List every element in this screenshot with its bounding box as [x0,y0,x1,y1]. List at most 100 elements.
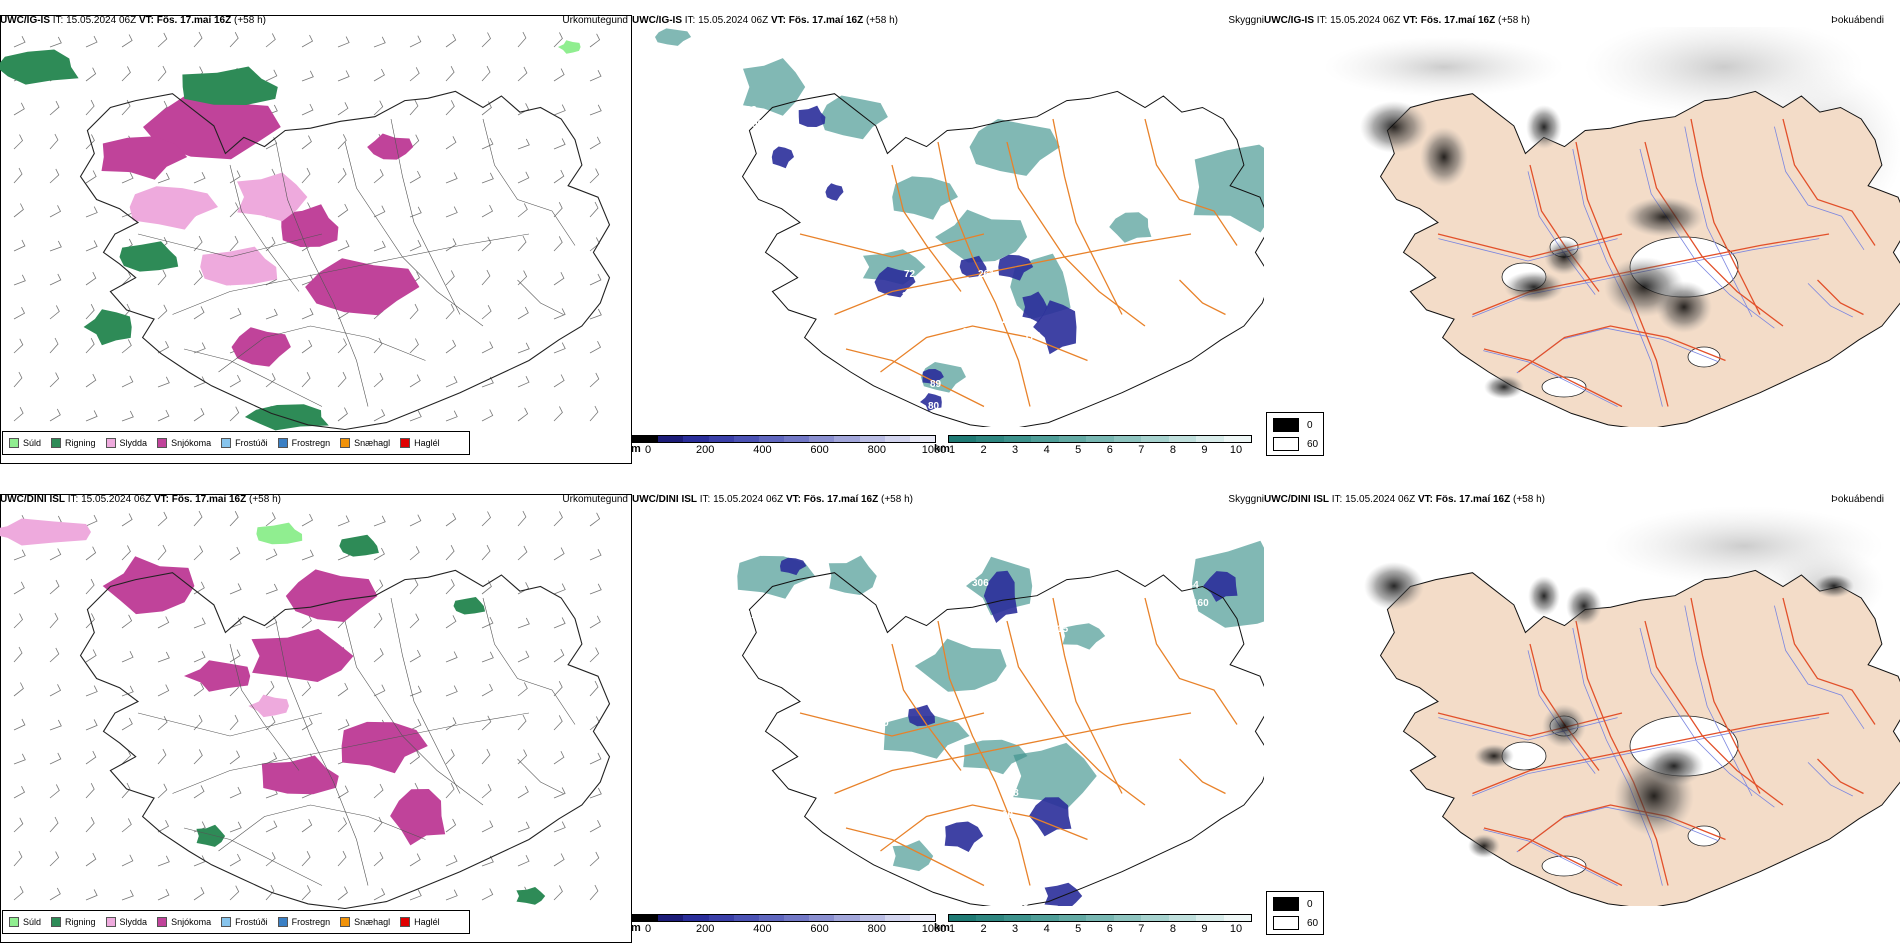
legend-label: Snjókoma [171,917,212,927]
legend-item: Haglél [400,438,440,448]
wind-barb [589,33,601,48]
colorbar-tick: 9 [1201,444,1208,456]
wind-barb [553,308,566,320]
rivers [137,118,576,407]
river [344,141,484,327]
legend-item: Haglél [400,917,440,927]
wind-barb [301,717,313,731]
wind-barb [13,274,26,286]
wind-barb [589,884,599,901]
legend-label: Súld [23,438,42,448]
fog-areas [1364,562,1854,858]
wind-barb [193,306,205,320]
colorbar-tick: 1000 [921,923,947,935]
road [1817,279,1864,316]
colorbar-tick: 1 [948,923,956,935]
visibility-area [1109,212,1152,243]
colorbar-tick: 3 [1012,444,1019,456]
cloudbase-area [780,557,807,576]
cloudbase-areas [780,557,1238,906]
river [1471,717,1820,797]
colorbar-cell [1003,915,1032,921]
wind-barb [589,512,601,527]
river [1639,148,1775,329]
cloudbase-label: 153 [708,582,725,593]
lead-time: (+58 h) [1498,15,1530,26]
wind-barb [445,410,458,422]
visibility-area [892,840,934,872]
iceland-coastline [79,569,611,910]
wind-barb [409,546,420,561]
wind-barb [445,889,458,901]
roads [799,118,1238,408]
wind-barb [85,338,95,354]
river [275,141,369,407]
colorbar-tick: 0 [644,923,652,935]
wind-barb [49,168,60,184]
road [1144,118,1238,246]
cloudbase-label: 123 [740,105,757,116]
cloudbase-label: 90 [738,147,750,158]
river [482,597,576,725]
road [1529,164,1600,292]
cloud-visibility-panel: UWC/IG-IS IT: 15.05.2024 06Z VT: Fös. 17… [632,15,1264,465]
wind-barb [373,36,386,48]
wind-barb [481,204,494,218]
cloudbase-label: 124 [1012,804,1029,815]
wind-barb [265,373,276,388]
river [1774,126,1865,251]
wind-barb [481,511,491,527]
legend-label: Snæhagl [354,438,391,448]
colorbar-cell [834,915,860,921]
wind-barb [49,851,60,867]
legend-label: Frostúði [235,438,268,448]
wind-barb [337,36,350,48]
fog-area [1656,281,1712,333]
legend-swatch [221,438,232,448]
wind-barb [265,236,276,252]
fog-index-legend: 0 60 [1266,891,1324,935]
wind-barb [229,821,242,833]
wind-barb [445,818,457,833]
visibility-areas [655,28,1264,393]
wind-barb [589,615,601,629]
colorbar-cell [859,915,885,921]
colorbar-tick: 1 [948,444,956,456]
cloudbase-label: 90 [1002,810,1014,821]
cloudbase-area [798,105,826,127]
precip-area [237,172,308,222]
colorbar-tick: 800 [867,923,886,935]
wind-barb [13,307,26,320]
wind-barb [373,409,386,422]
wind-barb [409,303,419,320]
panel-header: UWC/DINI ISL IT: 15.05.2024 06Z VT: Fös.… [0,494,281,506]
colorbar-tick: 4 [1043,923,1050,935]
wind-barb [265,583,278,595]
wind-barb [517,203,528,218]
visibility-area [883,715,970,759]
precip-area [261,755,339,795]
wind-barb [193,749,203,765]
it-label: IT: [684,15,696,26]
wind-barb [121,614,133,629]
wind-barb [553,681,563,697]
wind-barb [229,853,241,867]
vt-value: Fös. 17.maí 16Z [788,15,864,26]
wind-barb [445,66,455,82]
river [172,233,530,315]
wind-barb [301,103,314,116]
wind-barb [373,648,384,663]
wind-barb [13,371,23,388]
wind-barb [409,718,422,731]
wind-barb [481,137,494,150]
wind-barb [49,816,59,833]
colorbar-cell [1058,436,1087,442]
wind-barb [553,885,563,901]
vt-value: Fös. 17.maí 16Z [1435,494,1511,505]
wind-barb [445,855,458,867]
wind-barb [49,887,61,901]
wind-barb [409,374,421,388]
wind-barb [373,68,385,82]
colorbar-tick: 4 [1043,444,1050,456]
road [1782,118,1876,246]
